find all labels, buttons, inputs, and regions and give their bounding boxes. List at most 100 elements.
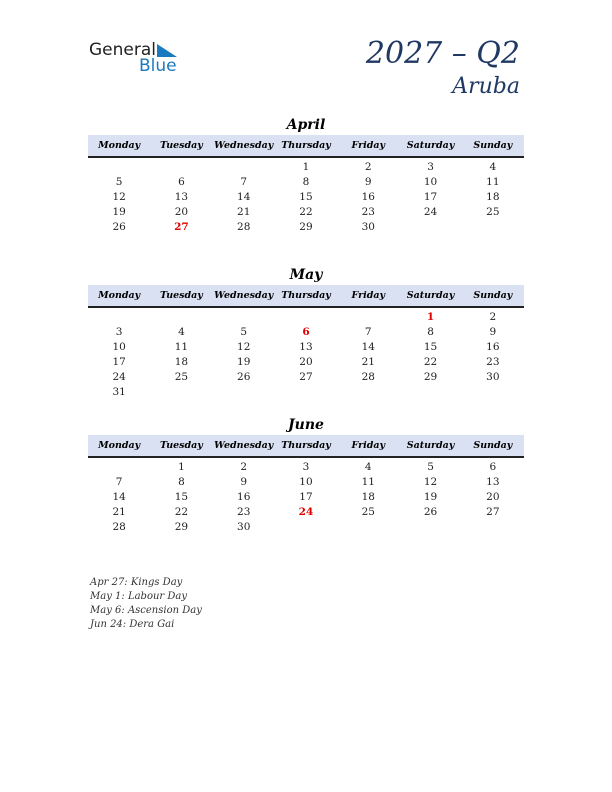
week-row: 7 8 9 10 11 12 13 xyxy=(88,475,524,490)
weekday-label: Friday xyxy=(351,140,386,151)
month-june: June Monday Tuesday Wednesday Thursday Friday… xyxy=(88,415,524,535)
day-cell: 29 xyxy=(423,371,438,383)
month-title: June xyxy=(288,417,324,433)
day-cell: 13 xyxy=(299,341,313,353)
day-cell xyxy=(88,460,150,475)
weekday-label: Saturday xyxy=(406,290,455,301)
day-cell: 25 xyxy=(361,506,375,518)
week-row: 26 27 28 29 30 xyxy=(88,220,524,235)
day-cell: 3 xyxy=(302,461,310,473)
day-cell: 30 xyxy=(486,371,500,383)
day-cell: 5 xyxy=(115,176,123,188)
day-cell: 2 xyxy=(364,161,372,173)
day-cell: 23 xyxy=(361,206,375,218)
day-cell xyxy=(275,520,337,535)
day-cell: 24 xyxy=(423,206,438,218)
weekday-header: Monday Tuesday Wednesday Thursday Friday Satu… xyxy=(88,285,524,308)
day-cell: 29 xyxy=(299,221,313,233)
day-cell: 29 xyxy=(174,521,189,533)
day-cell: 7 xyxy=(240,176,248,188)
day-cell: 22 xyxy=(423,356,438,368)
logo-text-blue: Blue xyxy=(139,56,177,76)
day-cell: 26 xyxy=(423,506,438,518)
day-cell: 3 xyxy=(427,161,434,173)
day-cell xyxy=(213,160,275,175)
day-cell: 14 xyxy=(361,341,375,353)
day-cell xyxy=(213,385,275,400)
week-row: 24 25 26 27 28 29 30 xyxy=(88,370,524,385)
month-april: April Monday Tuesday Wednesday Thursday Frida… xyxy=(88,115,524,235)
day-cell: 12 xyxy=(112,191,126,203)
holiday-day-cell: 6 xyxy=(302,326,310,338)
day-cell: 18 xyxy=(174,356,189,368)
weekday-label: Monday xyxy=(98,440,141,451)
day-cell: 31 xyxy=(112,386,126,398)
day-cell: 13 xyxy=(174,191,189,203)
day-cell xyxy=(462,385,524,400)
weekday-label: Tuesday xyxy=(160,290,203,301)
weekday-label: Friday xyxy=(351,290,386,301)
day-cell: 5 xyxy=(427,461,434,473)
weekday-label: Sunday xyxy=(473,440,513,451)
day-cell: 23 xyxy=(237,506,251,518)
weekday-label: Tuesday xyxy=(160,440,203,451)
day-cell: 22 xyxy=(299,206,313,218)
day-cell xyxy=(150,160,212,175)
week-row: 21 22 23 24 25 26 27 xyxy=(88,505,524,520)
day-cell: 12 xyxy=(423,476,438,488)
day-cell: 19 xyxy=(423,491,438,503)
day-cell: 2 xyxy=(240,461,248,473)
day-cell: 13 xyxy=(486,476,500,488)
day-cell: 16 xyxy=(237,491,251,503)
day-cell: 8 xyxy=(427,326,434,338)
day-cell: 7 xyxy=(364,326,372,338)
day-cell: 8 xyxy=(178,476,185,488)
weekday-label: Monday xyxy=(98,140,141,151)
week-row: 12 13 14 15 16 17 18 xyxy=(88,190,524,205)
day-cell: 15 xyxy=(299,191,313,203)
day-cell xyxy=(462,220,524,235)
day-cell: 25 xyxy=(174,371,189,383)
holiday-day-cell: 27 xyxy=(174,221,189,233)
week-row: 10 11 12 13 14 15 16 xyxy=(88,340,524,355)
day-cell: 9 xyxy=(240,476,248,488)
day-cell: 4 xyxy=(364,461,372,473)
holiday-list: Apr 27: Kings Day May 1: Labour Day May 6:… xyxy=(90,576,202,632)
day-cell: 14 xyxy=(112,491,126,503)
day-cell: 11 xyxy=(486,176,500,188)
day-cell: 18 xyxy=(486,191,500,203)
holiday-note: May 1: Labour Day xyxy=(90,591,187,602)
day-cell: 15 xyxy=(423,341,438,353)
weekday-label: Thursday xyxy=(281,140,331,151)
day-cell: 11 xyxy=(361,476,375,488)
day-cell: 2 xyxy=(489,311,497,323)
week-row: 3 4 5 6 7 8 9 xyxy=(88,325,524,340)
day-cell: 11 xyxy=(174,341,189,353)
holiday-note: May 6: Ascension Day xyxy=(90,605,202,616)
country-name: Aruba xyxy=(452,74,520,99)
day-cell: 17 xyxy=(423,191,438,203)
day-cell xyxy=(275,310,337,325)
day-cell: 6 xyxy=(489,461,497,473)
day-cell: 21 xyxy=(361,356,375,368)
weekday-label: Friday xyxy=(351,440,386,451)
day-cell: 7 xyxy=(115,476,123,488)
day-cell xyxy=(462,520,524,535)
month-title: April xyxy=(286,117,326,133)
day-cell: 21 xyxy=(237,206,251,218)
day-cell: 28 xyxy=(237,221,251,233)
day-cell xyxy=(88,160,150,175)
weekday-label: Wednesday xyxy=(214,140,274,151)
day-cell xyxy=(337,310,399,325)
day-cell: 28 xyxy=(112,521,126,533)
week-row: 17 18 19 20 21 22 23 xyxy=(88,355,524,370)
weekday-label: Saturday xyxy=(406,440,455,451)
weekday-label: Tuesday xyxy=(160,140,203,151)
day-cell: 27 xyxy=(486,506,500,518)
week-row: 5 6 7 8 9 10 11 xyxy=(88,175,524,190)
weekday-label: Sunday xyxy=(473,140,513,151)
day-cell xyxy=(88,310,150,325)
day-cell: 27 xyxy=(299,371,313,383)
